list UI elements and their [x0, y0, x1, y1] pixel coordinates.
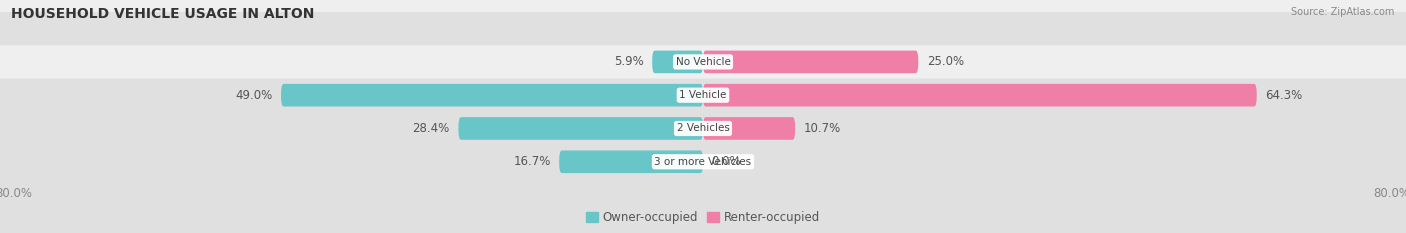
FancyBboxPatch shape — [703, 117, 796, 140]
FancyBboxPatch shape — [703, 84, 1257, 106]
FancyBboxPatch shape — [0, 79, 1406, 233]
Text: 3 or more Vehicles: 3 or more Vehicles — [654, 157, 752, 167]
FancyBboxPatch shape — [560, 151, 703, 173]
Text: Source: ZipAtlas.com: Source: ZipAtlas.com — [1291, 7, 1395, 17]
FancyBboxPatch shape — [0, 12, 1406, 178]
Text: No Vehicle: No Vehicle — [675, 57, 731, 67]
FancyBboxPatch shape — [458, 117, 703, 140]
Text: 28.4%: 28.4% — [412, 122, 450, 135]
Text: 64.3%: 64.3% — [1265, 89, 1302, 102]
Text: 2 Vehicles: 2 Vehicles — [676, 123, 730, 134]
Text: 25.0%: 25.0% — [927, 55, 965, 69]
Text: 10.7%: 10.7% — [804, 122, 841, 135]
FancyBboxPatch shape — [0, 45, 1406, 212]
Text: 5.9%: 5.9% — [614, 55, 644, 69]
FancyBboxPatch shape — [652, 51, 703, 73]
Legend: Owner-occupied, Renter-occupied: Owner-occupied, Renter-occupied — [581, 206, 825, 229]
Text: 16.7%: 16.7% — [513, 155, 551, 168]
FancyBboxPatch shape — [281, 84, 703, 106]
FancyBboxPatch shape — [703, 51, 918, 73]
Text: 0.0%: 0.0% — [711, 155, 741, 168]
Text: HOUSEHOLD VEHICLE USAGE IN ALTON: HOUSEHOLD VEHICLE USAGE IN ALTON — [11, 7, 315, 21]
Text: 49.0%: 49.0% — [235, 89, 273, 102]
FancyBboxPatch shape — [0, 0, 1406, 145]
Text: 1 Vehicle: 1 Vehicle — [679, 90, 727, 100]
